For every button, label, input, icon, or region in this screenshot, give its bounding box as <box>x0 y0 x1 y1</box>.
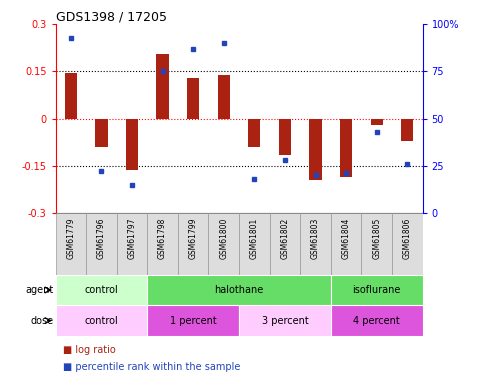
Bar <box>392 213 423 274</box>
Bar <box>331 305 423 336</box>
Text: halothane: halothane <box>214 285 264 295</box>
Bar <box>401 118 413 141</box>
Bar <box>56 274 147 305</box>
Text: agent: agent <box>26 285 54 295</box>
Bar <box>239 213 270 274</box>
Bar <box>156 54 169 118</box>
Text: GSM61798: GSM61798 <box>158 218 167 259</box>
Text: GSM61800: GSM61800 <box>219 218 228 259</box>
Bar <box>147 213 178 274</box>
Bar <box>310 118 322 180</box>
Text: GSM61799: GSM61799 <box>189 218 198 259</box>
Bar <box>279 118 291 155</box>
Text: dose: dose <box>31 316 54 326</box>
Text: 4 percent: 4 percent <box>354 316 400 326</box>
Bar <box>331 213 361 274</box>
Text: 3 percent: 3 percent <box>262 316 308 326</box>
Text: GSM61805: GSM61805 <box>372 218 381 259</box>
Bar <box>370 118 383 125</box>
Text: GSM61801: GSM61801 <box>250 218 259 259</box>
Bar <box>218 75 230 118</box>
Text: GSM61779: GSM61779 <box>66 218 75 259</box>
Bar <box>56 213 86 274</box>
Bar <box>178 213 209 274</box>
Bar <box>331 274 423 305</box>
Text: GSM61806: GSM61806 <box>403 218 412 259</box>
Text: ■ log ratio: ■ log ratio <box>63 345 115 355</box>
Bar <box>147 274 331 305</box>
Bar <box>147 305 239 336</box>
Bar <box>270 213 300 274</box>
Bar <box>65 73 77 118</box>
Bar <box>56 305 147 336</box>
Bar <box>300 213 331 274</box>
Text: GDS1398 / 17205: GDS1398 / 17205 <box>56 10 167 23</box>
Text: control: control <box>85 316 118 326</box>
Bar <box>239 305 331 336</box>
Text: GSM61797: GSM61797 <box>128 218 137 259</box>
Text: GSM61803: GSM61803 <box>311 218 320 259</box>
Bar <box>361 213 392 274</box>
Text: ■ percentile rank within the sample: ■ percentile rank within the sample <box>63 362 240 372</box>
Bar <box>340 118 352 177</box>
Text: isoflurane: isoflurane <box>353 285 401 295</box>
Text: 1 percent: 1 percent <box>170 316 216 326</box>
Bar <box>86 213 117 274</box>
Text: GSM61796: GSM61796 <box>97 218 106 259</box>
Bar <box>209 213 239 274</box>
Text: control: control <box>85 285 118 295</box>
Text: GSM61804: GSM61804 <box>341 218 351 259</box>
Bar <box>187 78 199 118</box>
Bar <box>248 118 260 147</box>
Bar <box>126 118 138 170</box>
Bar <box>117 213 147 274</box>
Text: GSM61802: GSM61802 <box>281 218 289 259</box>
Bar <box>95 118 108 147</box>
